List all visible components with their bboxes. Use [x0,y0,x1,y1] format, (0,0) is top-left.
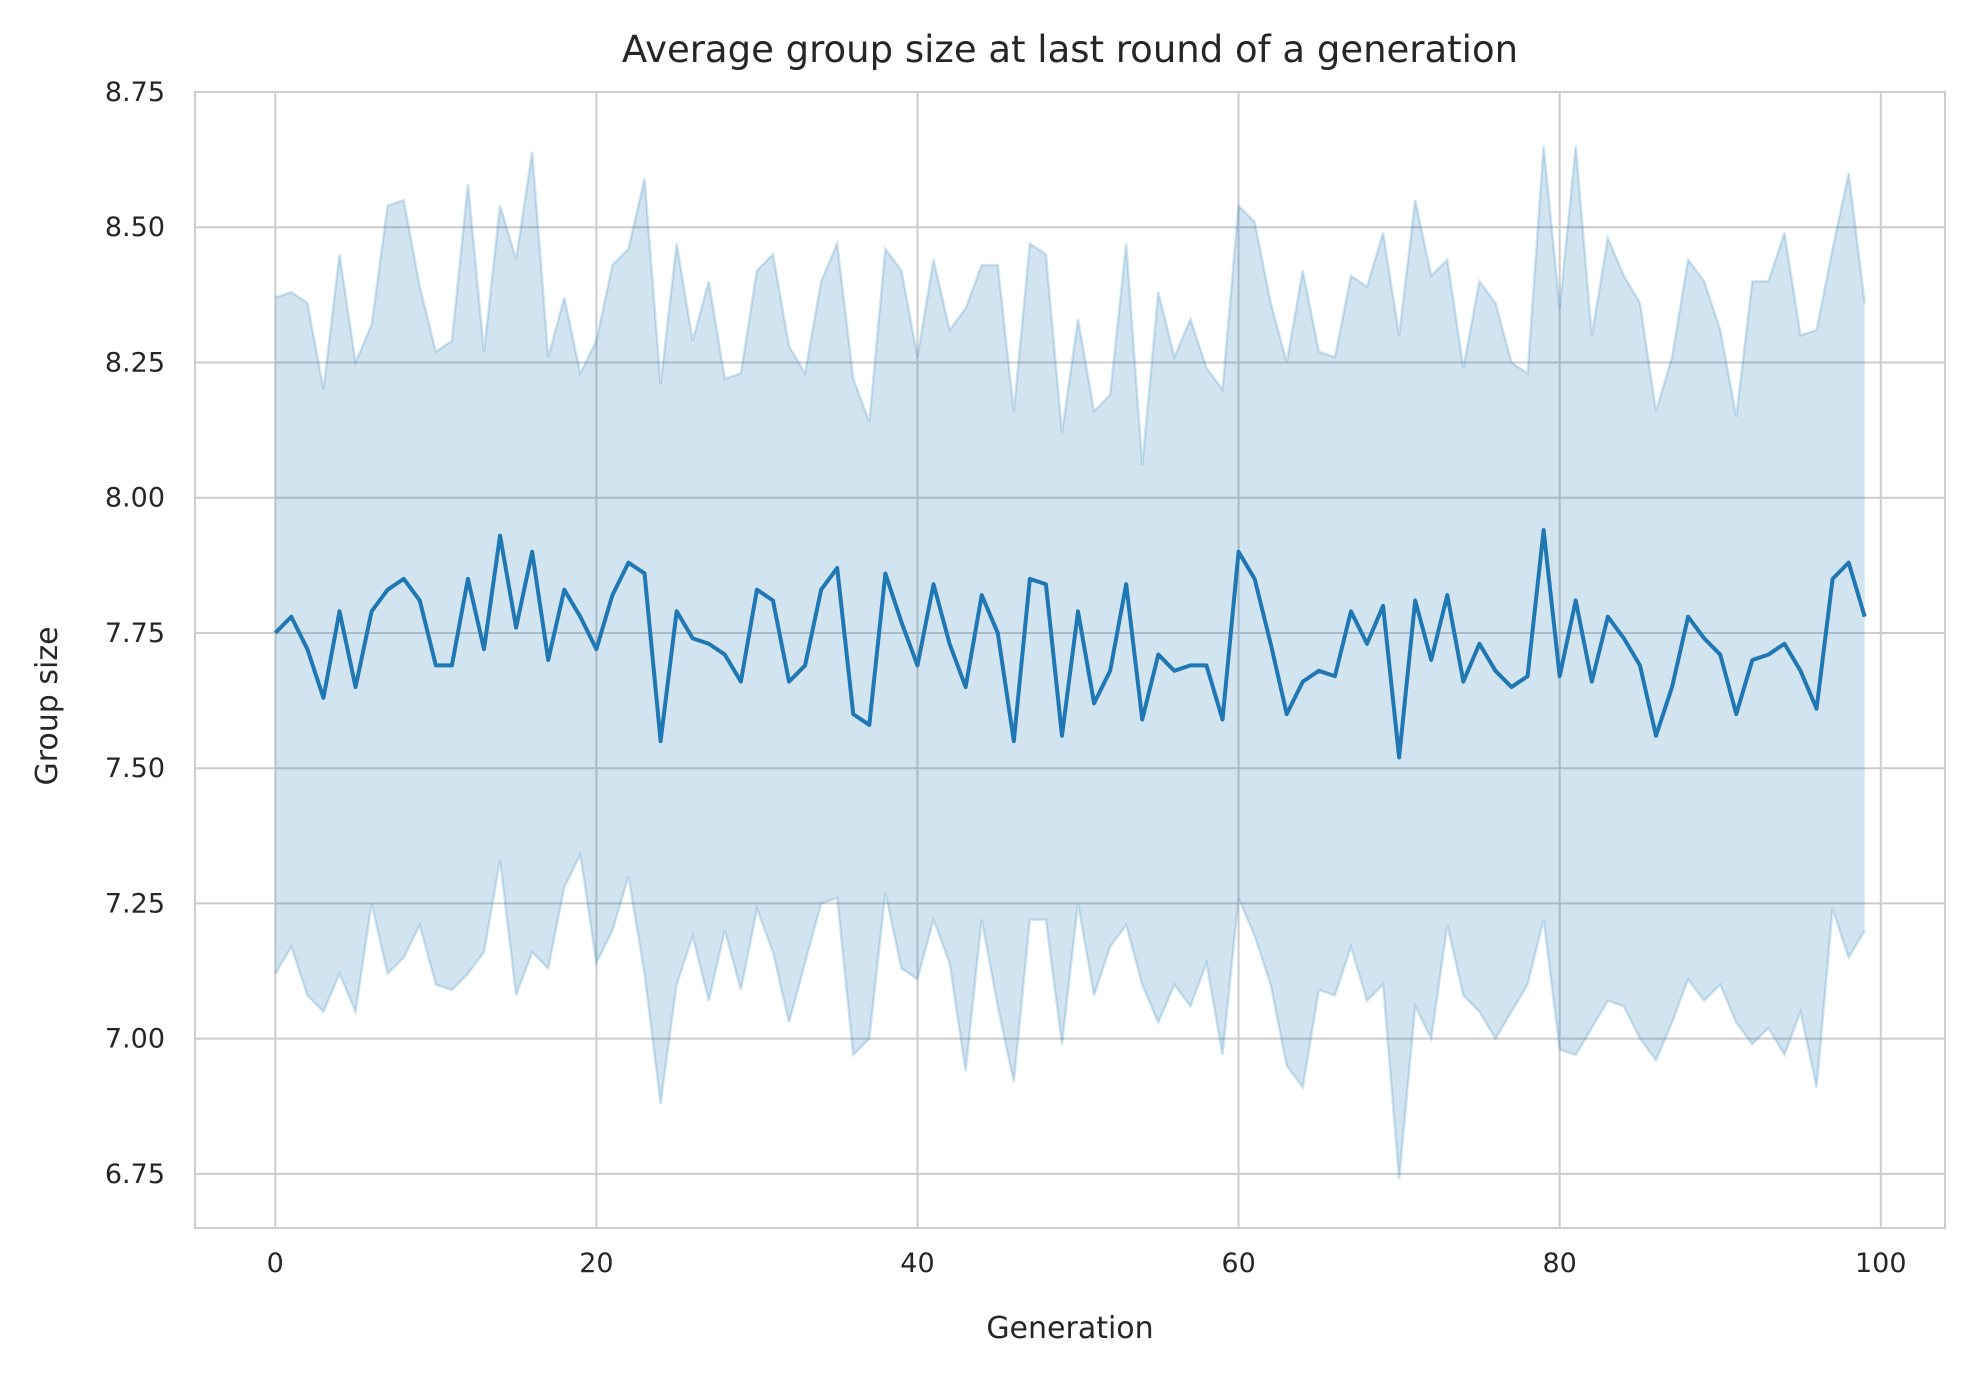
x-tick-label: 20 [579,1248,613,1279]
x-tick-label: 40 [900,1248,934,1279]
confidence-band-upper-edge [274,145,1866,466]
x-tick-label: 60 [1221,1248,1255,1279]
mean-line [273,528,1867,760]
y-axis-label: Group size [30,626,65,785]
y-tick-label: 8.25 [105,347,165,378]
y-tick-labels: 6.75 7.00 7.25 7.50 7.75 8.00 8.25 8.50 8.75 [105,77,165,1190]
x-tick-labels: 0 20 40 60 80 100 [267,1248,1907,1279]
y-tick-label: 8.75 [105,77,165,108]
x-axis-label: Generation [986,1311,1153,1346]
y-tick-label: 8.00 [105,483,165,514]
y-tick-label: 8.50 [105,212,165,243]
x-tick-label: 100 [1855,1248,1907,1279]
y-tick-label: 7.75 [105,618,165,649]
confidence-band-lower-edge [274,850,1866,1180]
x-tick-label: 80 [1542,1248,1576,1279]
y-tick-label: 7.00 [105,1024,165,1055]
y-tick-label: 7.50 [105,753,165,784]
x-tick-label: 0 [267,1248,284,1279]
plot-frame [194,91,1946,1229]
y-tick-label: 6.75 [105,1159,165,1190]
chart-title: Average group size at last round of a ge… [622,28,1518,71]
y-tick-label: 7.25 [105,888,165,919]
